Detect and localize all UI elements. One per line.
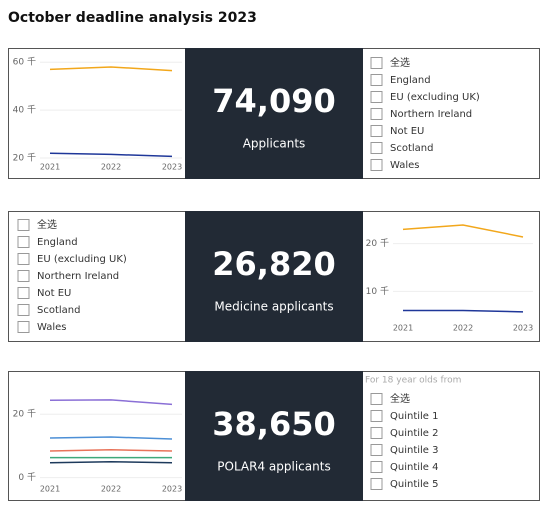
- kpi-label: POLAR4 applicants: [217, 460, 330, 474]
- checkbox[interactable]: [17, 304, 30, 316]
- y-tick-label: 10 千: [366, 286, 389, 297]
- kpi-card: [185, 211, 363, 342]
- kpi-label: Applicants: [243, 137, 306, 151]
- filter-option[interactable]: England: [37, 237, 78, 248]
- kpi-label: Medicine applicants: [214, 300, 333, 314]
- checkbox[interactable]: [17, 236, 30, 248]
- x-tick-label: 2022: [101, 163, 121, 172]
- filter-option[interactable]: Not EU: [390, 126, 424, 137]
- data-line: [49, 461, 173, 464]
- checkbox[interactable]: [17, 270, 30, 282]
- filter-option[interactable]: Northern Ireland: [390, 109, 472, 120]
- filter-option[interactable]: Quintile 4: [390, 462, 439, 473]
- filter-option[interactable]: Quintile 1: [390, 411, 439, 422]
- data-line: [49, 66, 173, 72]
- filter-option[interactable]: Not EU: [37, 288, 71, 299]
- checkbox[interactable]: [370, 125, 383, 137]
- filter-option[interactable]: 全选: [390, 56, 410, 69]
- checkbox[interactable]: [370, 393, 383, 405]
- filter-option[interactable]: Scotland: [390, 143, 433, 154]
- checkbox[interactable]: [370, 57, 383, 69]
- filter-option[interactable]: 全选: [390, 392, 410, 405]
- checkbox[interactable]: [370, 427, 383, 439]
- x-tick-label: 2021: [40, 163, 60, 172]
- kpi-card: [185, 48, 363, 179]
- checkbox[interactable]: [370, 108, 383, 120]
- filter-option[interactable]: Northern Ireland: [37, 271, 119, 282]
- data-line: [49, 448, 173, 452]
- checkbox[interactable]: [17, 219, 30, 231]
- x-tick-label: 2023: [162, 163, 182, 172]
- x-tick-label: 2021: [393, 324, 413, 333]
- kpi-card: [185, 371, 363, 501]
- filter-option[interactable]: EU (excluding UK): [390, 92, 480, 103]
- checkbox[interactable]: [17, 253, 30, 265]
- checkbox[interactable]: [370, 478, 383, 490]
- data-line: [49, 152, 173, 158]
- y-tick-label: 0 千: [18, 472, 36, 483]
- kpi-value: 26,820: [212, 245, 335, 283]
- data-line: [49, 436, 173, 440]
- filter-option[interactable]: EU (excluding UK): [37, 254, 127, 265]
- x-tick-label: 2023: [513, 324, 533, 333]
- filter-heading: For 18 year olds from: [365, 376, 461, 386]
- checkbox[interactable]: [370, 142, 383, 154]
- y-tick-label: 60 千: [13, 57, 36, 68]
- y-tick-label: 20 千: [13, 153, 36, 164]
- x-tick-label: 2022: [453, 324, 473, 333]
- page-title: October deadline analysis 2023: [8, 10, 257, 26]
- x-tick-label: 2021: [40, 485, 60, 494]
- y-tick-label: 40 千: [13, 105, 36, 116]
- filter-option[interactable]: Wales: [37, 322, 67, 333]
- checkbox[interactable]: [370, 74, 383, 86]
- filter-option[interactable]: Quintile 3: [390, 445, 439, 456]
- filter-option[interactable]: Quintile 2: [390, 428, 439, 439]
- filter-option[interactable]: Wales: [390, 160, 420, 171]
- checkbox[interactable]: [17, 321, 30, 333]
- filter-option[interactable]: England: [390, 75, 431, 86]
- checkbox[interactable]: [370, 444, 383, 456]
- y-tick-label: 20 千: [13, 409, 36, 420]
- kpi-value: 74,090: [212, 82, 335, 120]
- data-line: [49, 399, 173, 406]
- x-tick-label: 2023: [162, 485, 182, 494]
- data-line: [402, 224, 524, 238]
- checkbox[interactable]: [370, 461, 383, 473]
- data-line: [403, 309, 524, 313]
- filter-option[interactable]: Scotland: [37, 305, 80, 316]
- y-tick-label: 20 千: [366, 238, 389, 249]
- checkbox[interactable]: [370, 410, 383, 422]
- checkbox[interactable]: [17, 287, 30, 299]
- filter-option[interactable]: 全选: [37, 218, 57, 231]
- x-tick-label: 2022: [101, 485, 121, 494]
- checkbox[interactable]: [370, 91, 383, 103]
- filter-option[interactable]: Quintile 5: [390, 479, 439, 490]
- checkbox[interactable]: [370, 159, 383, 171]
- kpi-value: 38,650: [212, 405, 335, 443]
